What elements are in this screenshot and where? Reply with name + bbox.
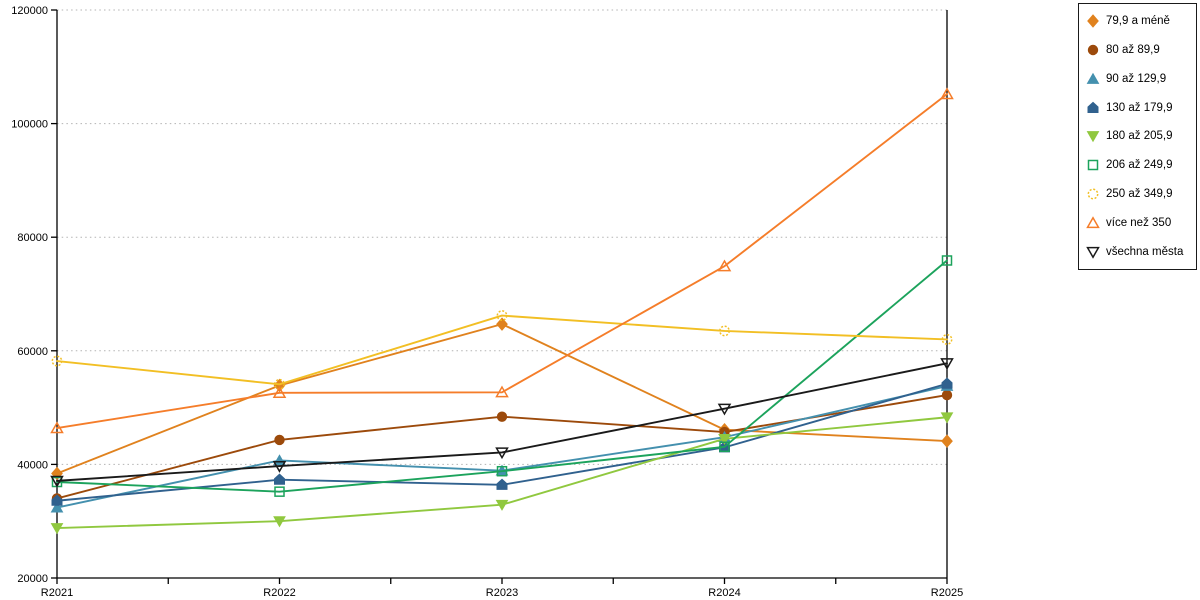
- pentagon-icon: [1087, 101, 1099, 113]
- data-point-marker[interactable]: [717, 403, 732, 416]
- legend-item-label: 206 až 249,9: [1106, 159, 1173, 172]
- y-tick-label: 100000: [11, 119, 48, 131]
- y-tick-label: 60000: [17, 346, 48, 358]
- legend-item-label: 90 až 129,9: [1106, 72, 1167, 85]
- data-point-marker[interactable]: [273, 516, 286, 528]
- x-tick-label: R2025: [931, 587, 963, 599]
- legend-item-6[interactable]: 206 až 249,9: [1086, 152, 1196, 178]
- data-point-marker[interactable]: [496, 411, 508, 422]
- data-point-marker[interactable]: [495, 447, 509, 460]
- y-tick-label: 40000: [17, 459, 48, 471]
- data-point-marker[interactable]: [941, 434, 953, 448]
- circle-icon: [1087, 44, 1099, 56]
- data-point-marker[interactable]: [50, 475, 64, 488]
- data-point-marker[interactable]: [274, 434, 285, 446]
- data-point-marker[interactable]: [496, 317, 508, 331]
- series-line-9[interactable]: [56, 362, 948, 482]
- data-point-marker[interactable]: [274, 378, 285, 390]
- legend-item-9[interactable]: všechna města: [1086, 239, 1196, 265]
- square-icon: [1087, 159, 1099, 171]
- data-point-marker[interactable]: [50, 421, 64, 434]
- triangle-up-icon: [1086, 216, 1100, 228]
- legend-item-3[interactable]: 90 až 129,9: [1086, 66, 1196, 92]
- circle-icon: [1087, 188, 1099, 200]
- diamond-icon: [1087, 14, 1099, 29]
- data-point-marker[interactable]: [718, 433, 731, 446]
- data-point-marker[interactable]: [941, 389, 953, 401]
- series-line-6[interactable]: [56, 259, 948, 493]
- x-tick-label: R2022: [263, 587, 295, 599]
- data-point-marker[interactable]: [940, 412, 954, 424]
- y-tick-label: 120000: [11, 5, 48, 17]
- data-point-marker[interactable]: [273, 378, 286, 393]
- legend-item-1[interactable]: 79,9 a méně: [1086, 8, 1196, 34]
- legend-item-5[interactable]: 180 až 205,9: [1086, 123, 1196, 149]
- data-point-marker[interactable]: [50, 501, 64, 513]
- triangle-down-icon: [1086, 131, 1100, 143]
- data-point-marker[interactable]: [941, 255, 953, 266]
- x-tick-label: R2023: [486, 587, 518, 599]
- triangle-up-icon: [1086, 72, 1100, 84]
- data-point-marker[interactable]: [495, 385, 509, 398]
- data-point-marker[interactable]: [496, 478, 508, 490]
- series-line-7[interactable]: [56, 314, 948, 386]
- legend-item-8[interactable]: více než 350: [1086, 210, 1196, 236]
- data-point-marker[interactable]: [495, 499, 509, 511]
- x-tick-label: R2024: [708, 587, 740, 599]
- legend-item-7[interactable]: 250 až 349,9: [1086, 181, 1196, 207]
- triangle-down-icon: [1086, 246, 1100, 259]
- legend-item-label: 180 až 205,9: [1106, 130, 1173, 143]
- legend-item-label: 79,9 a méně: [1106, 15, 1170, 28]
- legend-item-4[interactable]: 130 až 179,9: [1086, 95, 1196, 121]
- y-tick-label: 20000: [17, 573, 48, 585]
- data-point-marker[interactable]: [717, 259, 732, 272]
- data-point-marker[interactable]: [274, 473, 285, 485]
- legend-item-label: 80 až 89,9: [1106, 44, 1160, 57]
- data-point-marker[interactable]: [274, 486, 285, 497]
- data-point-marker[interactable]: [941, 333, 953, 345]
- x-tick-label: R2021: [41, 587, 73, 599]
- data-point-marker[interactable]: [50, 523, 64, 535]
- data-point-marker[interactable]: [941, 377, 953, 389]
- data-point-marker[interactable]: [940, 87, 954, 100]
- data-point-marker[interactable]: [719, 441, 730, 453]
- data-point-marker[interactable]: [272, 460, 287, 473]
- series-line-8[interactable]: [56, 93, 948, 429]
- data-point-marker[interactable]: [496, 310, 508, 322]
- data-point-marker[interactable]: [51, 494, 63, 506]
- data-point-marker[interactable]: [719, 325, 730, 337]
- data-point-marker[interactable]: [496, 465, 508, 477]
- legend-item-label: více než 350: [1106, 216, 1172, 229]
- legend-item-label: 250 až 349,9: [1106, 187, 1173, 200]
- data-point-marker[interactable]: [272, 386, 287, 398]
- legend-item-2[interactable]: 80 až 89,9: [1086, 37, 1196, 63]
- series-line-1[interactable]: [56, 323, 948, 475]
- chart-legend: 79,9 a méně 80 až 89,9 90 až 129,9 130 až 1…: [1078, 3, 1197, 270]
- data-point-marker[interactable]: [940, 358, 954, 371]
- legend-item-label: všechna města: [1106, 245, 1184, 258]
- legend-item-label: 130 až 179,9: [1106, 101, 1173, 114]
- y-tick-label: 80000: [17, 232, 48, 244]
- data-point-marker[interactable]: [51, 355, 63, 367]
